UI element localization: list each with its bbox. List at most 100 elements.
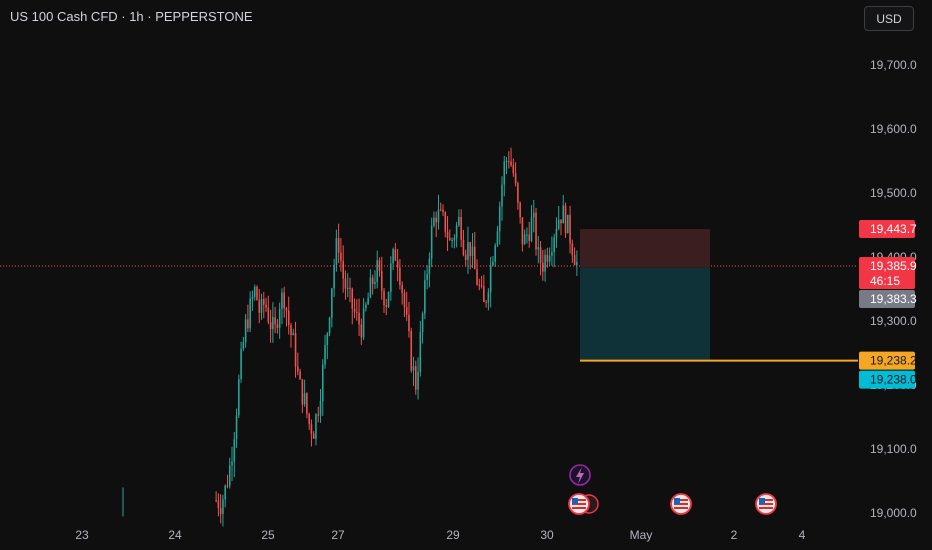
candle [405,291,408,321]
candle [414,360,417,395]
candle [265,297,267,312]
candle [315,413,317,446]
price-tick-label: 19,600.0 [870,122,917,136]
candle [333,258,335,297]
candle [458,209,460,227]
candle [453,234,456,249]
candle [517,181,519,210]
candle [521,217,524,252]
candle [421,311,424,344]
price-tick-label: 19,100.0 [870,442,917,456]
candle [342,245,344,293]
candle [256,285,258,301]
candle [278,302,281,339]
candle [569,205,571,254]
price-tick-label: 19,700.0 [870,58,917,72]
currency-button[interactable]: USD [864,6,914,31]
bar-countdown-label: 46:15 [870,274,900,288]
candle [426,265,428,290]
candle [487,288,490,311]
candle [260,293,263,320]
candle [571,239,574,263]
candle [344,270,347,300]
candle [551,236,553,266]
us-flag-event-icon[interactable] [568,493,590,515]
candle [285,306,288,327]
candle [478,278,481,291]
candle [312,431,315,439]
stop-loss-zone[interactable] [580,229,710,268]
candle [351,287,354,325]
candle [412,356,415,387]
candle [544,249,546,282]
candle [290,323,292,348]
candle [526,227,528,244]
candle [566,214,569,234]
candle [455,221,458,248]
candle [553,233,555,268]
candle [408,301,410,338]
candle [557,206,560,231]
candle [337,223,340,264]
candle [462,229,465,257]
candle [467,226,469,274]
candle [537,236,540,264]
stop-price-label: 19,443.7 [870,222,917,236]
candle [262,291,265,319]
us-flag-event-icon[interactable] [670,493,692,515]
candle [308,412,310,430]
time-tick-label: 25 [261,528,275,542]
entry-price-label: 19,383.3 [870,292,917,306]
stop-price-badge: 19,443.7 [859,220,917,239]
candle [555,217,558,248]
candle [435,211,437,238]
candle [512,158,515,177]
candle [403,289,406,318]
price-tick-label: 19,300.0 [870,314,917,328]
candle [258,289,261,324]
candle [546,247,549,268]
candle [303,379,306,407]
candle [324,334,326,369]
candle [505,156,508,175]
candle [494,243,496,268]
candle [539,241,542,276]
candle [369,269,372,299]
candle [283,286,285,318]
candle [346,273,349,298]
candle [383,288,385,314]
time-axis[interactable]: 23 24 25 27 29 30 May 2 4 [75,528,805,542]
time-tick-label: 23 [75,528,89,542]
us-flag-event-icon[interactable] [755,493,777,515]
candle [530,205,533,243]
candle [396,249,399,282]
candle [485,300,487,308]
candle [542,250,544,281]
candle [385,298,388,316]
take-profit-zone[interactable] [580,267,710,361]
candle [473,232,476,270]
candle [433,211,435,228]
candle [564,202,567,238]
candle [392,247,394,270]
time-tick-label: 2 [731,528,738,542]
candle [340,238,342,272]
time-tick-label: 4 [799,528,806,542]
target-price-label: 19,238.0 [870,373,917,387]
candle [331,287,333,328]
target-line-price-label: 19,238.2 [870,354,917,368]
candle [242,336,245,352]
candle [394,243,397,262]
candle [240,341,242,383]
candle [219,494,222,524]
candle [217,493,220,517]
lightning-event-icon[interactable] [569,464,591,486]
candle [410,327,413,373]
candle [496,226,499,248]
candle [371,274,374,295]
candle [226,474,229,489]
candle [508,151,510,169]
candle [424,270,426,319]
candle [306,392,308,419]
